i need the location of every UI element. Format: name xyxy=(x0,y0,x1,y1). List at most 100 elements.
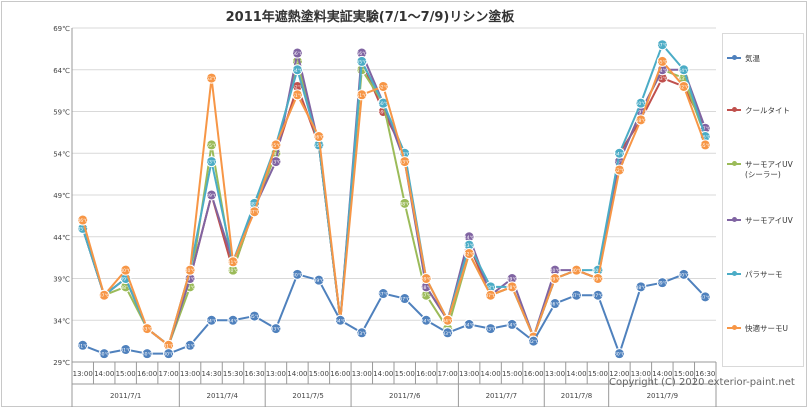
data-point xyxy=(206,72,218,84)
data-point xyxy=(592,273,604,284)
data-label: 53℃ xyxy=(271,160,282,166)
data-label: 39℃ xyxy=(657,281,668,287)
data-point xyxy=(184,339,196,351)
data-point xyxy=(570,264,582,276)
data-label: 55℃ xyxy=(271,143,282,149)
data-point xyxy=(206,314,218,326)
date-group-label: 2011/7/9 xyxy=(647,392,678,400)
data-label: 54℃ xyxy=(271,151,282,157)
data-label: 37℃ xyxy=(571,293,582,299)
data-point xyxy=(549,298,561,310)
data-point xyxy=(227,256,239,268)
data-point xyxy=(77,339,89,351)
data-label: 34℃ xyxy=(442,318,453,324)
data-label: 40℃ xyxy=(292,272,303,278)
x-tick-label: 13:00 xyxy=(352,370,372,378)
data-point xyxy=(98,289,110,301)
y-tick-label: 59℃ xyxy=(53,109,70,117)
data-label: 31℃ xyxy=(77,343,88,349)
data-label: 65℃ xyxy=(292,59,303,65)
data-label: 39℃ xyxy=(507,277,518,283)
data-label: 40℃ xyxy=(228,268,239,274)
y-tick-label: 49℃ xyxy=(53,192,70,200)
data-label: 33℃ xyxy=(442,331,453,337)
data-label: 30℃ xyxy=(142,352,153,358)
data-point xyxy=(270,139,282,151)
data-point xyxy=(485,323,497,335)
date-group-label: 2011/7/6 xyxy=(389,392,421,400)
legend-marker xyxy=(732,217,737,222)
y-tick-label: 34℃ xyxy=(53,317,70,325)
data-point xyxy=(291,89,303,101)
data-label: 34℃ xyxy=(421,318,432,324)
data-label: 34℃ xyxy=(206,318,217,324)
data-label: 63℃ xyxy=(657,76,668,82)
data-label: 40℃ xyxy=(120,268,131,274)
data-label: 31℃ xyxy=(185,343,196,349)
data-point xyxy=(120,264,132,276)
data-label: 39℃ xyxy=(421,277,432,283)
data-label: 63℃ xyxy=(678,76,689,82)
data-point xyxy=(377,288,389,300)
data-point xyxy=(613,164,625,176)
data-label: 42℃ xyxy=(464,251,475,257)
data-point xyxy=(635,114,647,126)
data-label: 34℃ xyxy=(335,318,346,324)
data-label: 37℃ xyxy=(378,292,389,298)
data-point xyxy=(592,289,604,301)
data-point xyxy=(356,55,368,67)
data-label: 56℃ xyxy=(313,135,324,141)
data-point xyxy=(549,273,561,284)
data-label: 34℃ xyxy=(507,322,518,328)
data-label: 64℃ xyxy=(678,68,689,74)
data-point xyxy=(334,314,346,326)
data-label: 32℃ xyxy=(528,339,539,345)
data-label: 33℃ xyxy=(142,327,153,333)
data-point xyxy=(356,89,368,101)
x-tick-label: 13:00 xyxy=(631,370,651,378)
data-label: 34℃ xyxy=(464,322,475,328)
data-label: 48℃ xyxy=(249,201,260,207)
data-point xyxy=(313,131,325,143)
data-label: 66℃ xyxy=(292,51,303,57)
legend-label: サーモアイUV (シーラー) xyxy=(745,160,793,179)
x-tick-label: 15:00 xyxy=(502,370,522,378)
y-tick-label: 64℃ xyxy=(53,67,70,75)
legend: 気温 クールタイト サーモアイUV (シーラー) サーモアイUV パラサーモ 快適サーモU xyxy=(722,33,804,367)
data-label: 44℃ xyxy=(464,235,475,241)
data-label: 53℃ xyxy=(206,160,217,166)
series-line xyxy=(81,60,707,347)
date-group-label: 2011/7/7 xyxy=(486,392,517,400)
series-line xyxy=(82,273,706,355)
data-label: 52℃ xyxy=(614,168,625,174)
x-tick-label: 15:00 xyxy=(116,370,136,378)
data-label: 47℃ xyxy=(249,210,260,216)
data-point xyxy=(291,47,303,59)
data-label: 60℃ xyxy=(635,101,646,107)
data-label: 55℃ xyxy=(206,143,217,149)
data-label: 67℃ xyxy=(657,43,668,49)
data-point xyxy=(141,323,153,335)
x-tick-label: 16:00 xyxy=(137,370,157,378)
data-label: 62℃ xyxy=(378,84,389,90)
x-tick-label: 16:30 xyxy=(695,370,715,378)
data-point xyxy=(656,55,668,67)
data-label: 39℃ xyxy=(313,278,324,284)
legend-label: パラサーモ xyxy=(745,270,783,279)
data-label: 55℃ xyxy=(313,143,324,149)
legend-marker xyxy=(732,107,737,112)
data-label: 58℃ xyxy=(635,118,646,124)
data-label: 30℃ xyxy=(99,352,110,358)
data-point xyxy=(635,97,647,109)
data-label: 30℃ xyxy=(163,352,174,358)
data-label: 37℃ xyxy=(485,293,496,299)
data-label: 43℃ xyxy=(464,243,475,249)
data-label: 37℃ xyxy=(700,295,711,301)
x-tick-label: 17:00 xyxy=(438,370,458,378)
data-label: 65℃ xyxy=(356,59,367,65)
y-tick-label: 44℃ xyxy=(53,234,70,242)
data-point xyxy=(570,289,582,301)
x-tick-label: 15:00 xyxy=(309,370,329,378)
data-label: 39℃ xyxy=(550,277,561,283)
